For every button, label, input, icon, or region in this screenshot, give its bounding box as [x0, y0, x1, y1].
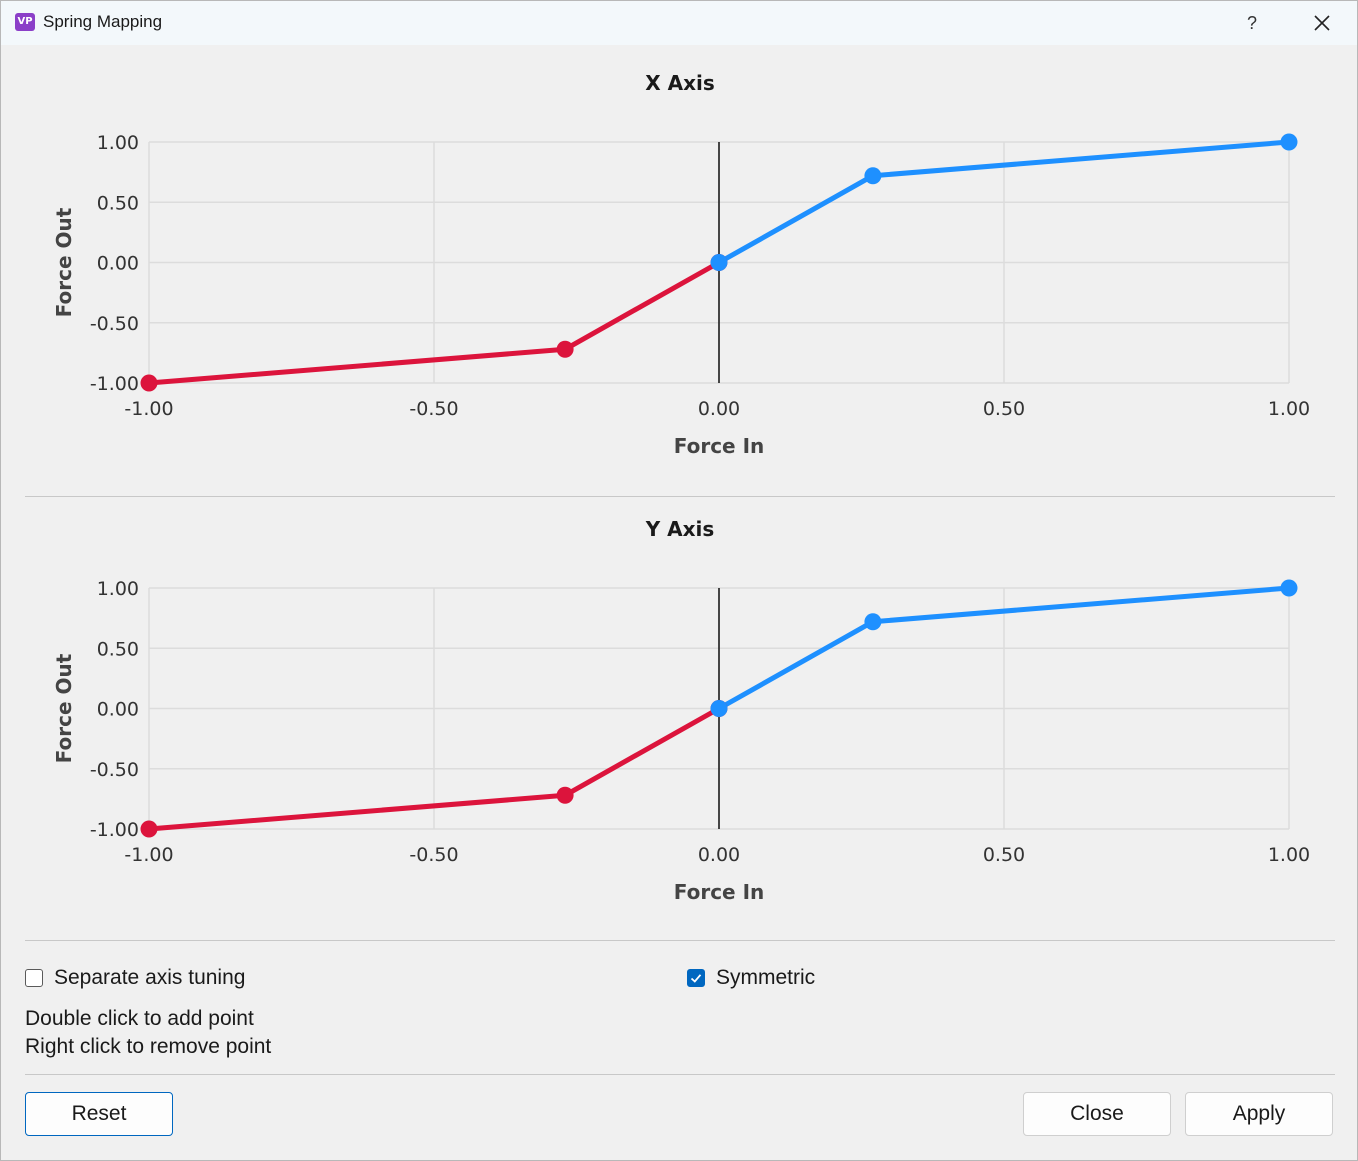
y-tick-label: 1.00 [97, 132, 139, 154]
title-bar: VP Spring Mapping ? [1, 1, 1357, 45]
y-tick-label: -1.00 [90, 373, 139, 395]
control-point[interactable] [1280, 133, 1298, 151]
y-tick-label: -1.00 [90, 819, 139, 841]
close-icon [1314, 15, 1330, 31]
x-tick-label: 0.00 [698, 844, 740, 866]
app-icon: VP [15, 13, 35, 31]
reset-button[interactable]: Reset [25, 1092, 173, 1136]
options-separator [25, 940, 1335, 941]
x-axis-label: Force In [674, 434, 765, 458]
control-point[interactable] [864, 613, 882, 631]
separate-axis-option[interactable]: Separate axis tuning [25, 965, 245, 991]
symmetric-option[interactable]: Symmetric [687, 965, 815, 991]
chart-separator [25, 496, 1335, 497]
symmetric-checkbox[interactable] [687, 969, 705, 987]
x-axis-label: Force In [674, 880, 765, 904]
x-tick-label: 0.50 [983, 844, 1025, 866]
control-point[interactable] [710, 700, 728, 717]
y-axis-label: Force Out [52, 653, 76, 763]
control-point[interactable] [864, 167, 882, 185]
x-axis-chart[interactable]: X Axis -1.00 -0.50 0.00 0.50 1.00 1.00 0.50 0.00… [1, 1, 1357, 481]
x-tick-label: 0.50 [983, 398, 1025, 420]
y-tick-label: 0.00 [97, 699, 139, 721]
y-tick-label: -0.50 [90, 313, 139, 335]
x-tick-label: 1.00 [1268, 398, 1310, 420]
y-axis-chart[interactable]: Y Axis -1.00 -0.50 0.00 0.50 1.00 1.00 0.50 0.00… [1, 447, 1357, 927]
close-window-button[interactable] [1305, 9, 1339, 37]
x-tick-label: -1.00 [124, 844, 173, 866]
y-tick-label: 0.00 [97, 253, 139, 275]
chart-title: X Axis [645, 71, 715, 95]
chart-title: Y Axis [645, 517, 715, 541]
symmetric-label: Symmetric [716, 966, 816, 989]
window-title: Spring Mapping [43, 12, 163, 31]
separate-axis-label: Separate axis tuning [54, 966, 246, 989]
x-tick-label: 1.00 [1268, 844, 1310, 866]
y-tick-label: -0.50 [90, 759, 139, 781]
buttons-separator [25, 1074, 1335, 1075]
control-point[interactable] [556, 340, 574, 358]
y-tick-label: 1.00 [97, 578, 139, 600]
y-tick-label: 0.50 [97, 638, 139, 660]
control-point[interactable] [556, 786, 574, 804]
control-point[interactable] [140, 820, 158, 838]
checkmark-icon [690, 974, 702, 983]
apply-button[interactable]: Apply [1185, 1092, 1333, 1136]
y-tick-label: 0.50 [97, 192, 139, 214]
y-axis-label: Force Out [52, 207, 76, 317]
close-button[interactable]: Close [1023, 1092, 1171, 1136]
control-point[interactable] [1280, 579, 1298, 597]
control-point[interactable] [140, 374, 158, 392]
x-tick-label: -0.50 [409, 844, 458, 866]
x-tick-label: 0.00 [698, 398, 740, 420]
separate-axis-checkbox[interactable] [25, 969, 43, 987]
x-tick-label: -0.50 [409, 398, 458, 420]
x-tick-label: -1.00 [124, 398, 173, 420]
control-point[interactable] [710, 254, 728, 271]
help-button[interactable]: ? [1246, 13, 1257, 33]
hint-remove-point: Right click to remove point [25, 1035, 272, 1058]
hint-add-point: Double click to add point [25, 1007, 254, 1030]
